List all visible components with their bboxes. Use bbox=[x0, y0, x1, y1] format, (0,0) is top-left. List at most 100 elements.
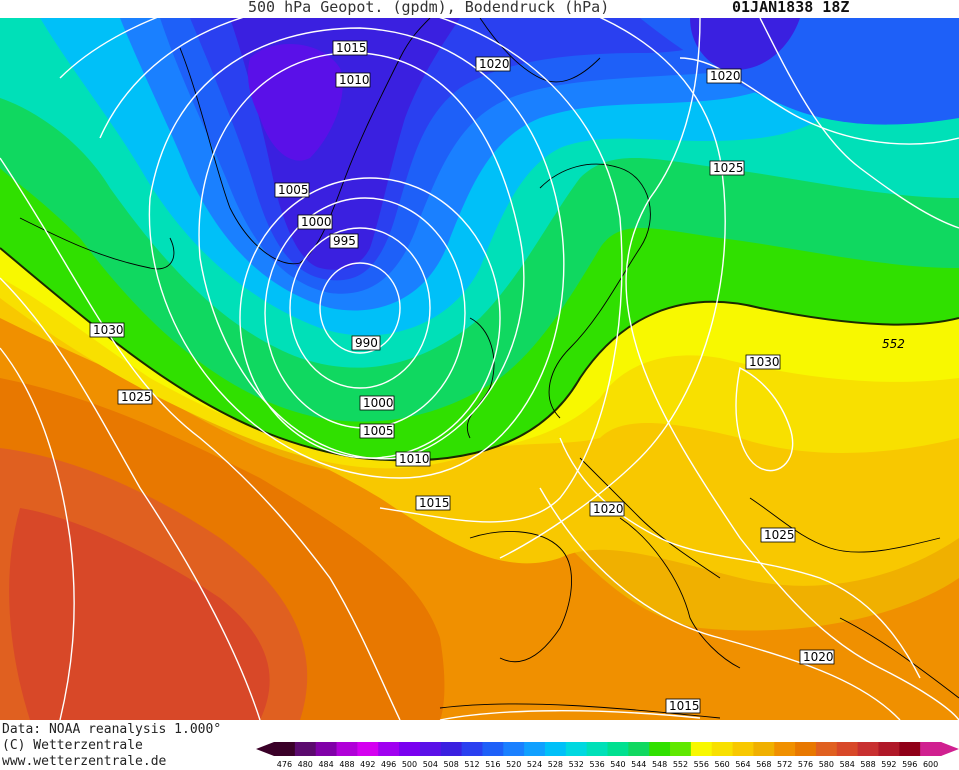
isobars bbox=[0, 18, 959, 720]
legend-tick-label: 568 bbox=[756, 760, 771, 769]
isobar-label: 1020 bbox=[589, 501, 625, 517]
svg-text:1030: 1030 bbox=[93, 323, 124, 337]
legend-tick-label: 488 bbox=[339, 760, 354, 769]
legend-tick-label: 480 bbox=[298, 760, 313, 769]
svg-text:1020: 1020 bbox=[479, 57, 510, 71]
svg-text:1005: 1005 bbox=[363, 424, 394, 438]
isobar-label: 1025 bbox=[709, 160, 745, 176]
svg-text:1025: 1025 bbox=[121, 390, 152, 404]
legend-tick-label: 476 bbox=[277, 760, 292, 769]
legend-tick-label: 584 bbox=[840, 760, 855, 769]
isobar-label: 1025 bbox=[117, 389, 153, 405]
legend-tick-label: 492 bbox=[360, 760, 375, 769]
isobar-label: 1000 bbox=[297, 214, 333, 230]
isobar-label: 995 bbox=[329, 233, 359, 249]
isobar-label: 1020 bbox=[475, 56, 511, 72]
legend-tick-label: 536 bbox=[589, 760, 604, 769]
contour-552 bbox=[0, 247, 959, 462]
legend-swatch bbox=[920, 742, 942, 756]
svg-text:1005: 1005 bbox=[278, 183, 309, 197]
svg-text:990: 990 bbox=[355, 336, 378, 350]
svg-text:1020: 1020 bbox=[803, 650, 834, 664]
legend-arrow-right bbox=[941, 742, 959, 756]
isobar-label: 1015 bbox=[415, 495, 451, 511]
legend-tick-label: 532 bbox=[569, 760, 584, 769]
contour-label-552: 552 bbox=[882, 337, 905, 351]
legend-swatch bbox=[482, 742, 504, 756]
legend-swatch bbox=[628, 742, 650, 756]
legend-tick-label: 504 bbox=[423, 760, 438, 769]
isobar-label: 1030 bbox=[745, 354, 781, 370]
legend-swatch bbox=[544, 742, 567, 756]
legend-swatch bbox=[274, 742, 296, 756]
legend-tick-label: 592 bbox=[881, 760, 896, 769]
legend-swatch bbox=[690, 742, 713, 756]
svg-text:1025: 1025 bbox=[764, 528, 795, 542]
legend-tick-label: 512 bbox=[464, 760, 479, 769]
legend-swatch bbox=[378, 742, 400, 756]
legend-swatch bbox=[670, 742, 692, 756]
legend-tick-label: 528 bbox=[548, 760, 563, 769]
isobar-label: 1015 bbox=[332, 40, 368, 56]
field-blue-ne-2 bbox=[690, 18, 800, 70]
legend-swatch bbox=[607, 742, 629, 756]
field-orange-4 bbox=[9, 508, 270, 720]
legend-swatch bbox=[294, 742, 317, 756]
footer-url: www.wetterzentrale.de bbox=[2, 754, 167, 769]
legend-tick-label: 496 bbox=[381, 760, 396, 769]
legend-swatch bbox=[753, 742, 775, 756]
datetime-text: 01JAN1838 18Z bbox=[732, 0, 850, 16]
legend-tick-label: 556 bbox=[694, 760, 709, 769]
isobar-labels: 1015 1010 1005 1000 995 990 1000 1005 10… bbox=[89, 40, 835, 714]
legend-tick-label: 484 bbox=[318, 760, 333, 769]
legend-tick-label: 576 bbox=[798, 760, 813, 769]
field-yellow-3 bbox=[0, 248, 959, 461]
legend-tick-label: 560 bbox=[715, 760, 730, 769]
legend-tick-label: 508 bbox=[444, 760, 459, 769]
footer-data-source: Data: NOAA reanalysis 1.000° bbox=[2, 722, 222, 737]
legend-tick-label: 540 bbox=[610, 760, 625, 769]
legend-tick-label: 596 bbox=[902, 760, 917, 769]
svg-text:1015: 1015 bbox=[419, 496, 450, 510]
footer-copyright: (C) Wetterzentrale bbox=[2, 738, 143, 753]
legend-arrow-left bbox=[256, 742, 274, 756]
legend-swatch bbox=[586, 742, 608, 756]
svg-text:1025: 1025 bbox=[713, 161, 744, 175]
legend-tick-label: 548 bbox=[652, 760, 667, 769]
isobar-label: 1005 bbox=[274, 182, 310, 198]
legend-tick-label: 500 bbox=[402, 760, 417, 769]
isobar-label: 1005 bbox=[359, 423, 395, 439]
svg-text:1010: 1010 bbox=[399, 452, 430, 466]
legend-swatch bbox=[878, 742, 900, 756]
legend-swatch bbox=[899, 742, 921, 756]
legend-swatch bbox=[336, 742, 358, 756]
footer-credits: Data: NOAA reanalysis 1.000° (C) Wetterz… bbox=[2, 722, 221, 770]
legend-tick-label: 580 bbox=[819, 760, 834, 769]
legend-swatch bbox=[857, 742, 879, 756]
svg-text:1010: 1010 bbox=[339, 73, 370, 87]
title-text: 500 hPa Geopot. (gpdm), Bodendruck (hPa) bbox=[248, 0, 610, 16]
legend-tick-label: 524 bbox=[527, 760, 542, 769]
isobar-label: 1025 bbox=[760, 527, 796, 543]
svg-text:1020: 1020 bbox=[710, 69, 741, 83]
legend-tick-label: 544 bbox=[631, 760, 646, 769]
legend-tick-label: 516 bbox=[485, 760, 500, 769]
chart-title: 500 hPa Geopot. (gpdm), Bodendruck (hPa)… bbox=[0, 0, 959, 18]
isobar-label: 1010 bbox=[335, 72, 371, 88]
legend-tick-label: 564 bbox=[735, 760, 750, 769]
svg-text:1015: 1015 bbox=[336, 41, 367, 55]
legend-swatch bbox=[419, 742, 442, 756]
isobar-label: 1000 bbox=[359, 395, 395, 411]
svg-text:1020: 1020 bbox=[593, 502, 624, 516]
legend-swatch bbox=[795, 742, 817, 756]
svg-text:1000: 1000 bbox=[363, 396, 394, 410]
svg-text:995: 995 bbox=[333, 234, 356, 248]
color-legend: 476 480 484 488 492 496 500 504 508 512 516 520 524 5… bbox=[256, 742, 959, 769]
legend-swatch bbox=[524, 742, 546, 756]
weather-map: 1015 1010 1005 1000 995 990 1000 1005 10… bbox=[0, 18, 959, 720]
legend-swatch bbox=[774, 742, 796, 756]
isobar-label: 1030 bbox=[89, 322, 125, 338]
legend-swatch bbox=[315, 742, 338, 756]
legend-tick-label: 552 bbox=[673, 760, 688, 769]
legend-swatch bbox=[357, 742, 379, 756]
